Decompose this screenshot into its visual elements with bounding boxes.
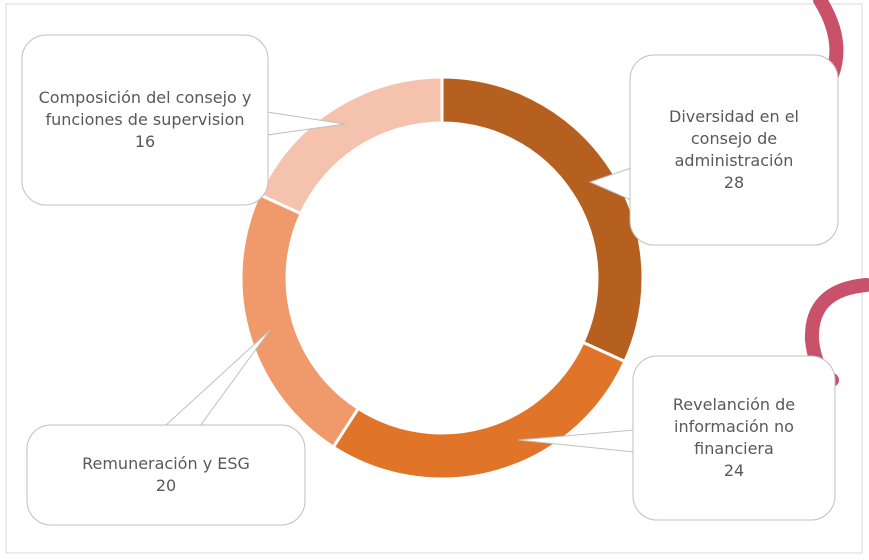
category-label: Remuneración y ESG bbox=[82, 454, 250, 473]
category-label: Composición del consejo y funciones de s… bbox=[38, 88, 252, 129]
value-label: 24 bbox=[723, 461, 745, 480]
slice bbox=[440, 75, 645, 364]
data-label: Revelanción de información no financiera… bbox=[647, 356, 821, 520]
callout-box bbox=[629, 54, 839, 246]
data-label: Remuneración y ESG 20 bbox=[41, 425, 291, 525]
callout-box bbox=[21, 34, 269, 206]
callout-box bbox=[632, 355, 836, 521]
value-label: 16 bbox=[134, 132, 156, 151]
category-label: Revelanción de información no financiera bbox=[672, 395, 796, 458]
value-label: 28 bbox=[723, 173, 745, 192]
slice bbox=[257, 75, 444, 216]
category-label: Diversidad en el consejo de administraci… bbox=[669, 107, 799, 170]
callout-box bbox=[26, 424, 306, 526]
value-label: 20 bbox=[155, 476, 177, 495]
data-label: Diversidad en el consejo de administraci… bbox=[644, 55, 824, 245]
data-label: Composición del consejo y funciones de s… bbox=[36, 35, 254, 205]
